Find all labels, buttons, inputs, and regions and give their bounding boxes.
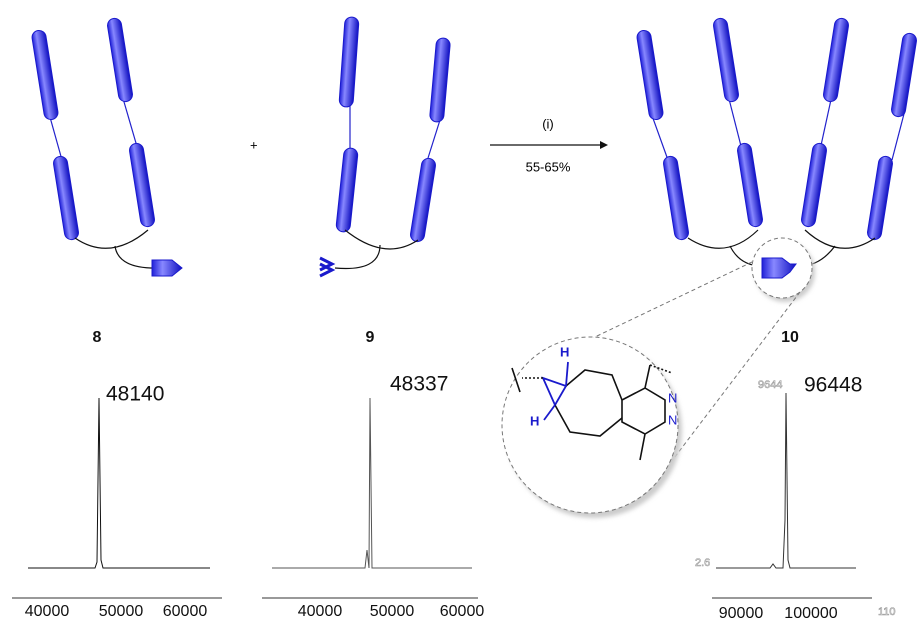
- spectrum-10: 96448 9644 2.6 110 90000 100000: [695, 374, 896, 623]
- spectrum-8: 48140 40000 50000 60000: [12, 383, 222, 621]
- antibody-9: [320, 17, 451, 276]
- compound-label: 8: [93, 329, 102, 346]
- mass-label: 96448: [804, 374, 862, 397]
- ghost-label: 9644: [758, 379, 782, 391]
- tick-label: 50000: [370, 603, 415, 620]
- spectrum-9: 48337 40000 50000 60000: [262, 373, 484, 621]
- atom: N: [668, 412, 677, 427]
- atom: H: [560, 344, 569, 359]
- tick-label: 50000: [99, 603, 144, 620]
- ghost-label: 110: [878, 606, 896, 618]
- antibody-10: [502, 17, 917, 518]
- tick-label: 40000: [25, 603, 70, 620]
- figure: H H N N + (i) 55-65% 8 9 10 48140 40000 …: [0, 0, 917, 625]
- condition: (i): [542, 116, 554, 131]
- tick-label: 100000: [784, 605, 837, 622]
- tick-label: 40000: [298, 603, 343, 620]
- arrow-head: [600, 141, 608, 149]
- ghost-label: 2.6: [695, 557, 710, 569]
- antibody-8: [31, 17, 182, 276]
- yield: 55-65%: [526, 159, 571, 174]
- mass-label: 48140: [106, 383, 164, 406]
- compound-label: 9: [366, 329, 375, 346]
- atom: H: [530, 413, 539, 428]
- compound-label: 10: [781, 329, 799, 346]
- tick-label: 60000: [163, 603, 208, 620]
- tick-label: 90000: [719, 605, 764, 622]
- atom: N: [668, 390, 677, 405]
- mass-label: 48337: [390, 373, 448, 396]
- plus: +: [250, 137, 258, 152]
- tick-label: 60000: [440, 603, 485, 620]
